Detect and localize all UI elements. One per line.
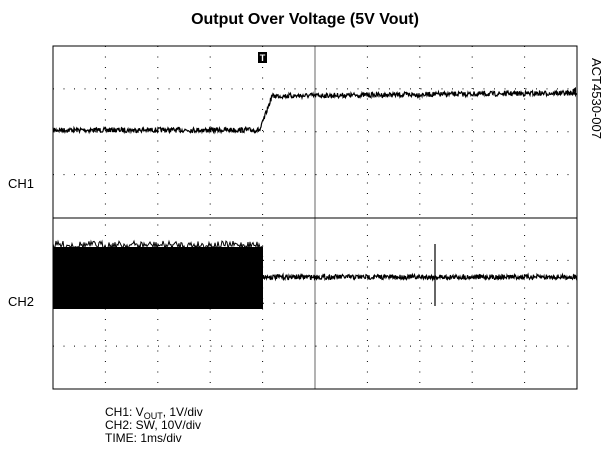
- level-marker: [572, 87, 576, 93]
- ch2-trace: [262, 272, 578, 282]
- channel-label: CH1: [8, 176, 34, 191]
- note: CH2: SW, 10V/div: [105, 418, 201, 432]
- trigger-label: T: [260, 53, 266, 63]
- traces: [52, 88, 578, 309]
- figure-code: ACT4530-007: [589, 58, 604, 139]
- note: TIME: 1ms/div: [105, 431, 182, 445]
- channel-label: CH2: [8, 294, 34, 309]
- note-text: , 1V/div: [163, 405, 203, 419]
- title: Output Over Voltage (5V Vout): [191, 11, 419, 28]
- note: CH1: VOUT, 1V/div: [105, 405, 203, 421]
- ch2-switching: [53, 247, 263, 309]
- note-sub: OUT: [144, 411, 164, 421]
- ch1-trace: [52, 88, 578, 135]
- ch2-trace: [52, 239, 264, 251]
- trigger-marker: [258, 52, 267, 63]
- note-text: CH1: V: [105, 405, 144, 419]
